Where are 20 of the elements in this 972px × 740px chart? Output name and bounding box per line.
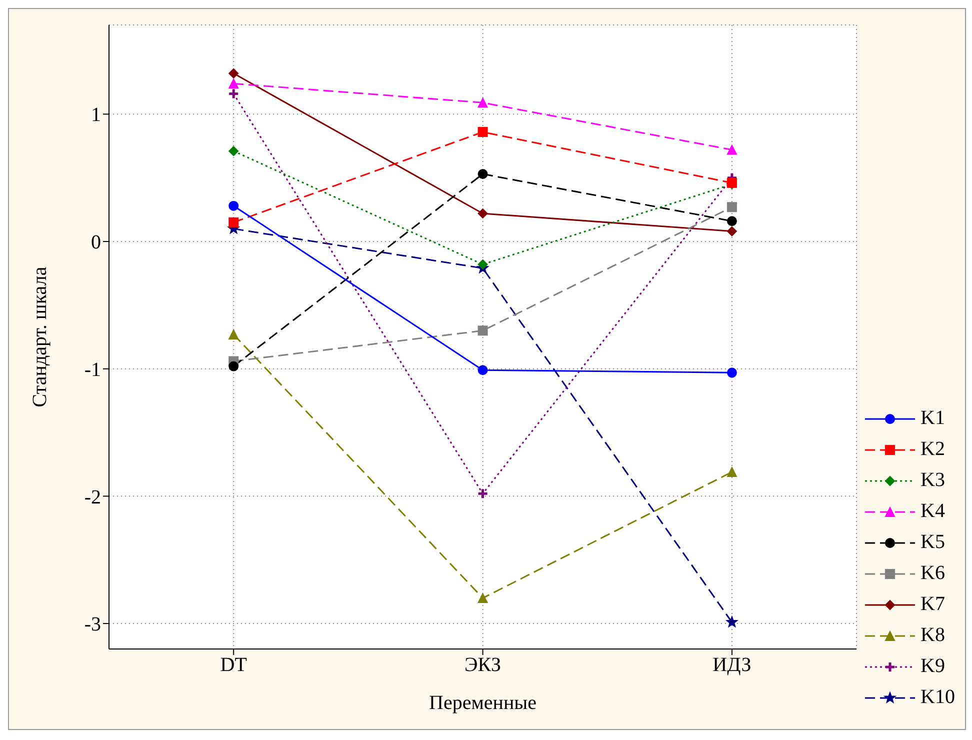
legend-label: K9	[920, 655, 945, 678]
legend-label: K2	[920, 438, 945, 461]
legend-label: K1	[920, 407, 945, 430]
y-tick-label: -2	[84, 486, 101, 508]
y-tick-label: -1	[84, 358, 101, 381]
y-tick-label: 0	[91, 232, 101, 254]
y-axis-title: Стандарт. шкала	[29, 266, 52, 408]
legend-label: K5	[920, 531, 945, 554]
legend-label: K6	[920, 562, 945, 585]
x-tick-label: ЭКЗ	[464, 654, 502, 676]
y-tick-label: 1	[91, 104, 101, 126]
legend-label: K7	[920, 593, 945, 616]
x-tick-label: DT	[220, 654, 247, 676]
x-tick-label: ИДЗ	[712, 654, 752, 676]
legend-label: K4	[920, 500, 945, 523]
y-tick-label: -3	[84, 614, 101, 636]
legend-label: K3	[920, 469, 945, 492]
legend-label: K8	[920, 624, 945, 647]
x-axis-title: Переменные	[429, 692, 537, 714]
legend-label: K10	[920, 686, 955, 709]
